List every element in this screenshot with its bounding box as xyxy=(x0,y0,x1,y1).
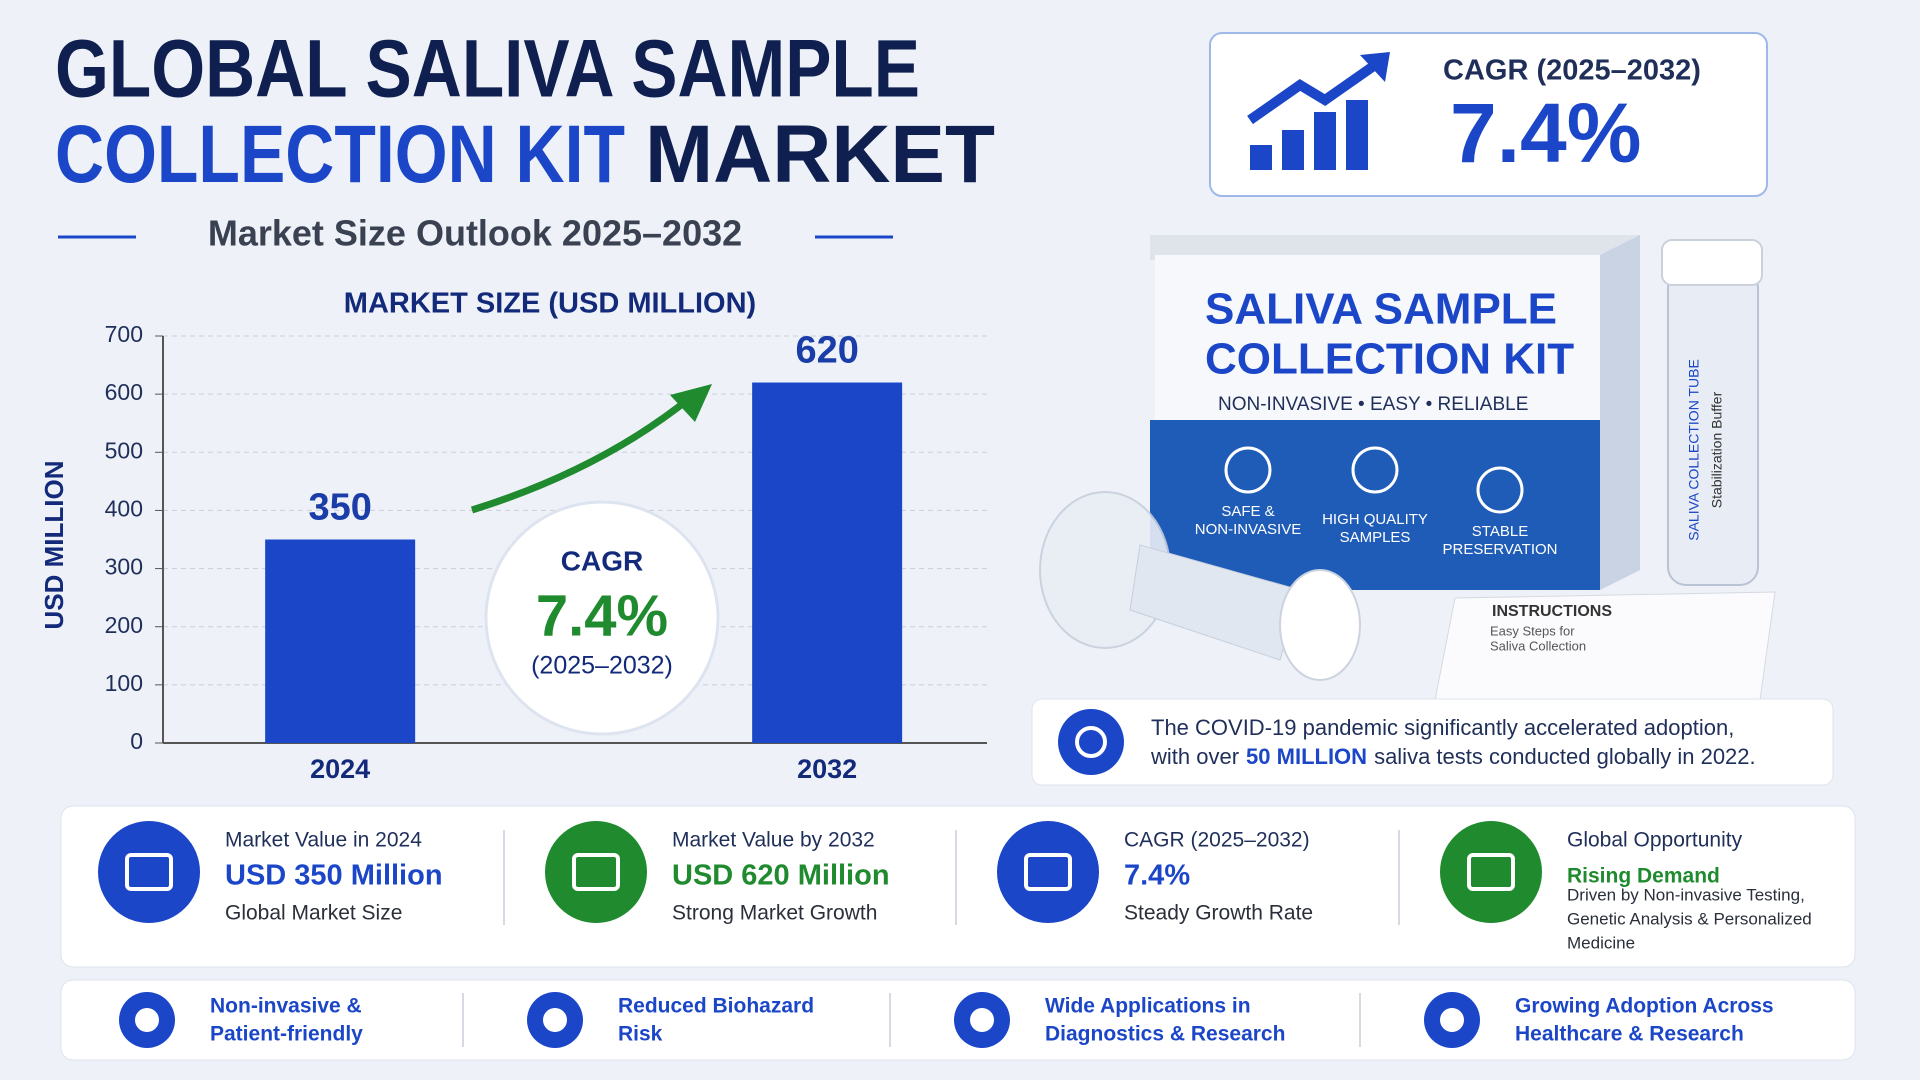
stat-icon-glyph xyxy=(125,853,173,891)
title-line: COLLECTION KIT MARKET xyxy=(55,109,995,200)
stat-caption: Genetic Analysis & Personalized xyxy=(1567,909,1812,928)
tube-label: Stabilization Buffer xyxy=(1709,391,1725,508)
feature-text: Diagnostics & Research xyxy=(1045,1023,1285,1046)
feature-text: Healthcare & Research xyxy=(1515,1023,1744,1046)
feature-text: Reduced Biohazard xyxy=(618,995,814,1018)
box-feature: HIGH QUALITY xyxy=(1322,511,1428,528)
box-feature: NON-INVASIVE xyxy=(1195,521,1301,538)
cagr-label: CAGR (2025–2032) xyxy=(1443,55,1701,87)
tube-label: SALIVA COLLECTION TUBE xyxy=(1686,359,1702,541)
growth-icon xyxy=(1247,52,1390,170)
box-feature: STABLE xyxy=(1472,523,1528,540)
note-highlight: 50 MILLION xyxy=(1246,744,1367,769)
stat-title: Market Value by 2032 xyxy=(672,829,875,852)
box-title: SALIVA SAMPLE xyxy=(1205,285,1557,334)
feature-text: Growing Adoption Across xyxy=(1515,995,1774,1018)
x-tick-label: 2032 xyxy=(797,754,857,784)
note-text-part: with over xyxy=(1150,744,1239,769)
y-tick-label: 200 xyxy=(105,612,143,638)
note-text-part: saliva tests conducted globally in 2022. xyxy=(1374,744,1756,769)
stat-value: Rising Demand xyxy=(1567,865,1720,888)
stats-panel xyxy=(60,805,1856,968)
stat-icon xyxy=(1440,821,1542,923)
bar xyxy=(265,539,416,743)
bar xyxy=(752,382,903,743)
plot: 0 100 200 300 400 500 600 700 350 2024 620 2032 xyxy=(105,321,987,784)
box-feature: SAFE & xyxy=(1221,503,1274,520)
stat-icon xyxy=(98,821,200,923)
instructions-title: INSTRUCTIONS xyxy=(1492,603,1612,620)
feature-icon-inner xyxy=(543,1008,567,1032)
annotation-value: 7.4% xyxy=(536,583,668,648)
stat-icon-glyph xyxy=(1024,853,1072,891)
stat-icon xyxy=(997,821,1099,923)
box-feature: PRESERVATION xyxy=(1442,541,1557,558)
subtitle: Market Size Outlook 2025–2032 xyxy=(208,213,742,254)
note-text: The COVID-19 pandemic significantly acce… xyxy=(1151,715,1734,740)
stat-icon-glyph xyxy=(1467,853,1515,891)
x-tick-label: 2024 xyxy=(310,754,370,784)
stats: Market Value in 2024 USD 350 Million Globa… xyxy=(98,821,1812,952)
stat-title: Market Value in 2024 xyxy=(225,829,422,852)
y-tick-label: 700 xyxy=(105,321,143,347)
stat-value: USD 350 Million xyxy=(225,860,443,892)
box-tagline: NON-INVASIVE • EASY • RELIABLE xyxy=(1218,394,1528,415)
y-tick-label: 100 xyxy=(105,670,143,696)
annotation-label: CAGR xyxy=(561,545,643,576)
feature-icon-inner xyxy=(135,1008,159,1032)
stat-caption: Strong Market Growth xyxy=(672,902,877,925)
stat-value: USD 620 Million xyxy=(672,860,890,892)
y-tick-label: 600 xyxy=(105,379,143,405)
features: Non-invasive & Patient-friendly Reduced Bi… xyxy=(119,992,1774,1048)
stat-caption: Global Market Size xyxy=(225,902,402,925)
arrow-head xyxy=(670,384,712,422)
virus-icon-inner xyxy=(1075,726,1107,758)
stat-icon xyxy=(545,821,647,923)
cagr-bubble xyxy=(484,500,720,736)
box-title: COLLECTION KIT xyxy=(1205,335,1574,384)
title-dark: MARKET xyxy=(645,109,995,200)
stat-caption: Steady Growth Rate xyxy=(1124,902,1313,925)
growth-arrow xyxy=(470,395,693,514)
instructions-text: Saliva Collection xyxy=(1490,638,1586,653)
y-tick-label: 500 xyxy=(105,437,143,463)
value-label: 350 xyxy=(308,487,371,529)
stat-icon-glyph xyxy=(572,853,620,891)
instructions-text: Easy Steps for xyxy=(1490,623,1575,638)
feature-text: Non-invasive & xyxy=(210,995,362,1018)
virus-icon xyxy=(1058,709,1124,775)
feature-icon-inner xyxy=(1440,1008,1464,1032)
product-image: SALIVA SAMPLE COLLECTION KIT NON-INVASIV… xyxy=(1039,235,1776,701)
stat-title: Global Opportunity xyxy=(1567,829,1743,852)
feature-icon-inner xyxy=(970,1008,994,1032)
stat-title: CAGR (2025–2032) xyxy=(1124,829,1310,852)
value-label: 620 xyxy=(795,330,858,372)
feature-text: Wide Applications in xyxy=(1045,995,1251,1018)
box-feature: SAMPLES xyxy=(1340,529,1411,546)
note-box xyxy=(1031,698,1834,786)
stat-caption: Medicine xyxy=(1567,933,1635,952)
y-tick-label: 0 xyxy=(130,728,143,754)
cagr-value: 7.4% xyxy=(1450,86,1641,180)
chart-title: MARKET SIZE (USD MILLION) xyxy=(344,288,756,320)
y-tick-label: 300 xyxy=(105,554,143,580)
title-line: GLOBAL SALIVA SAMPLE xyxy=(55,24,920,115)
feature-text: Patient-friendly xyxy=(210,1023,363,1046)
title-highlight: COLLECTION KIT xyxy=(55,109,625,200)
stat-value: 7.4% xyxy=(1124,860,1190,892)
annotation-period: (2025–2032) xyxy=(531,652,673,680)
note-text: with over 50 MILLION saliva tests conducte… xyxy=(1150,744,1756,769)
y-axis-label: USD MILLION xyxy=(39,461,69,630)
stat-caption: Driven by Non-invasive Testing, xyxy=(1567,885,1805,904)
y-tick-label: 400 xyxy=(105,496,143,522)
feature-text: Risk xyxy=(618,1023,663,1046)
